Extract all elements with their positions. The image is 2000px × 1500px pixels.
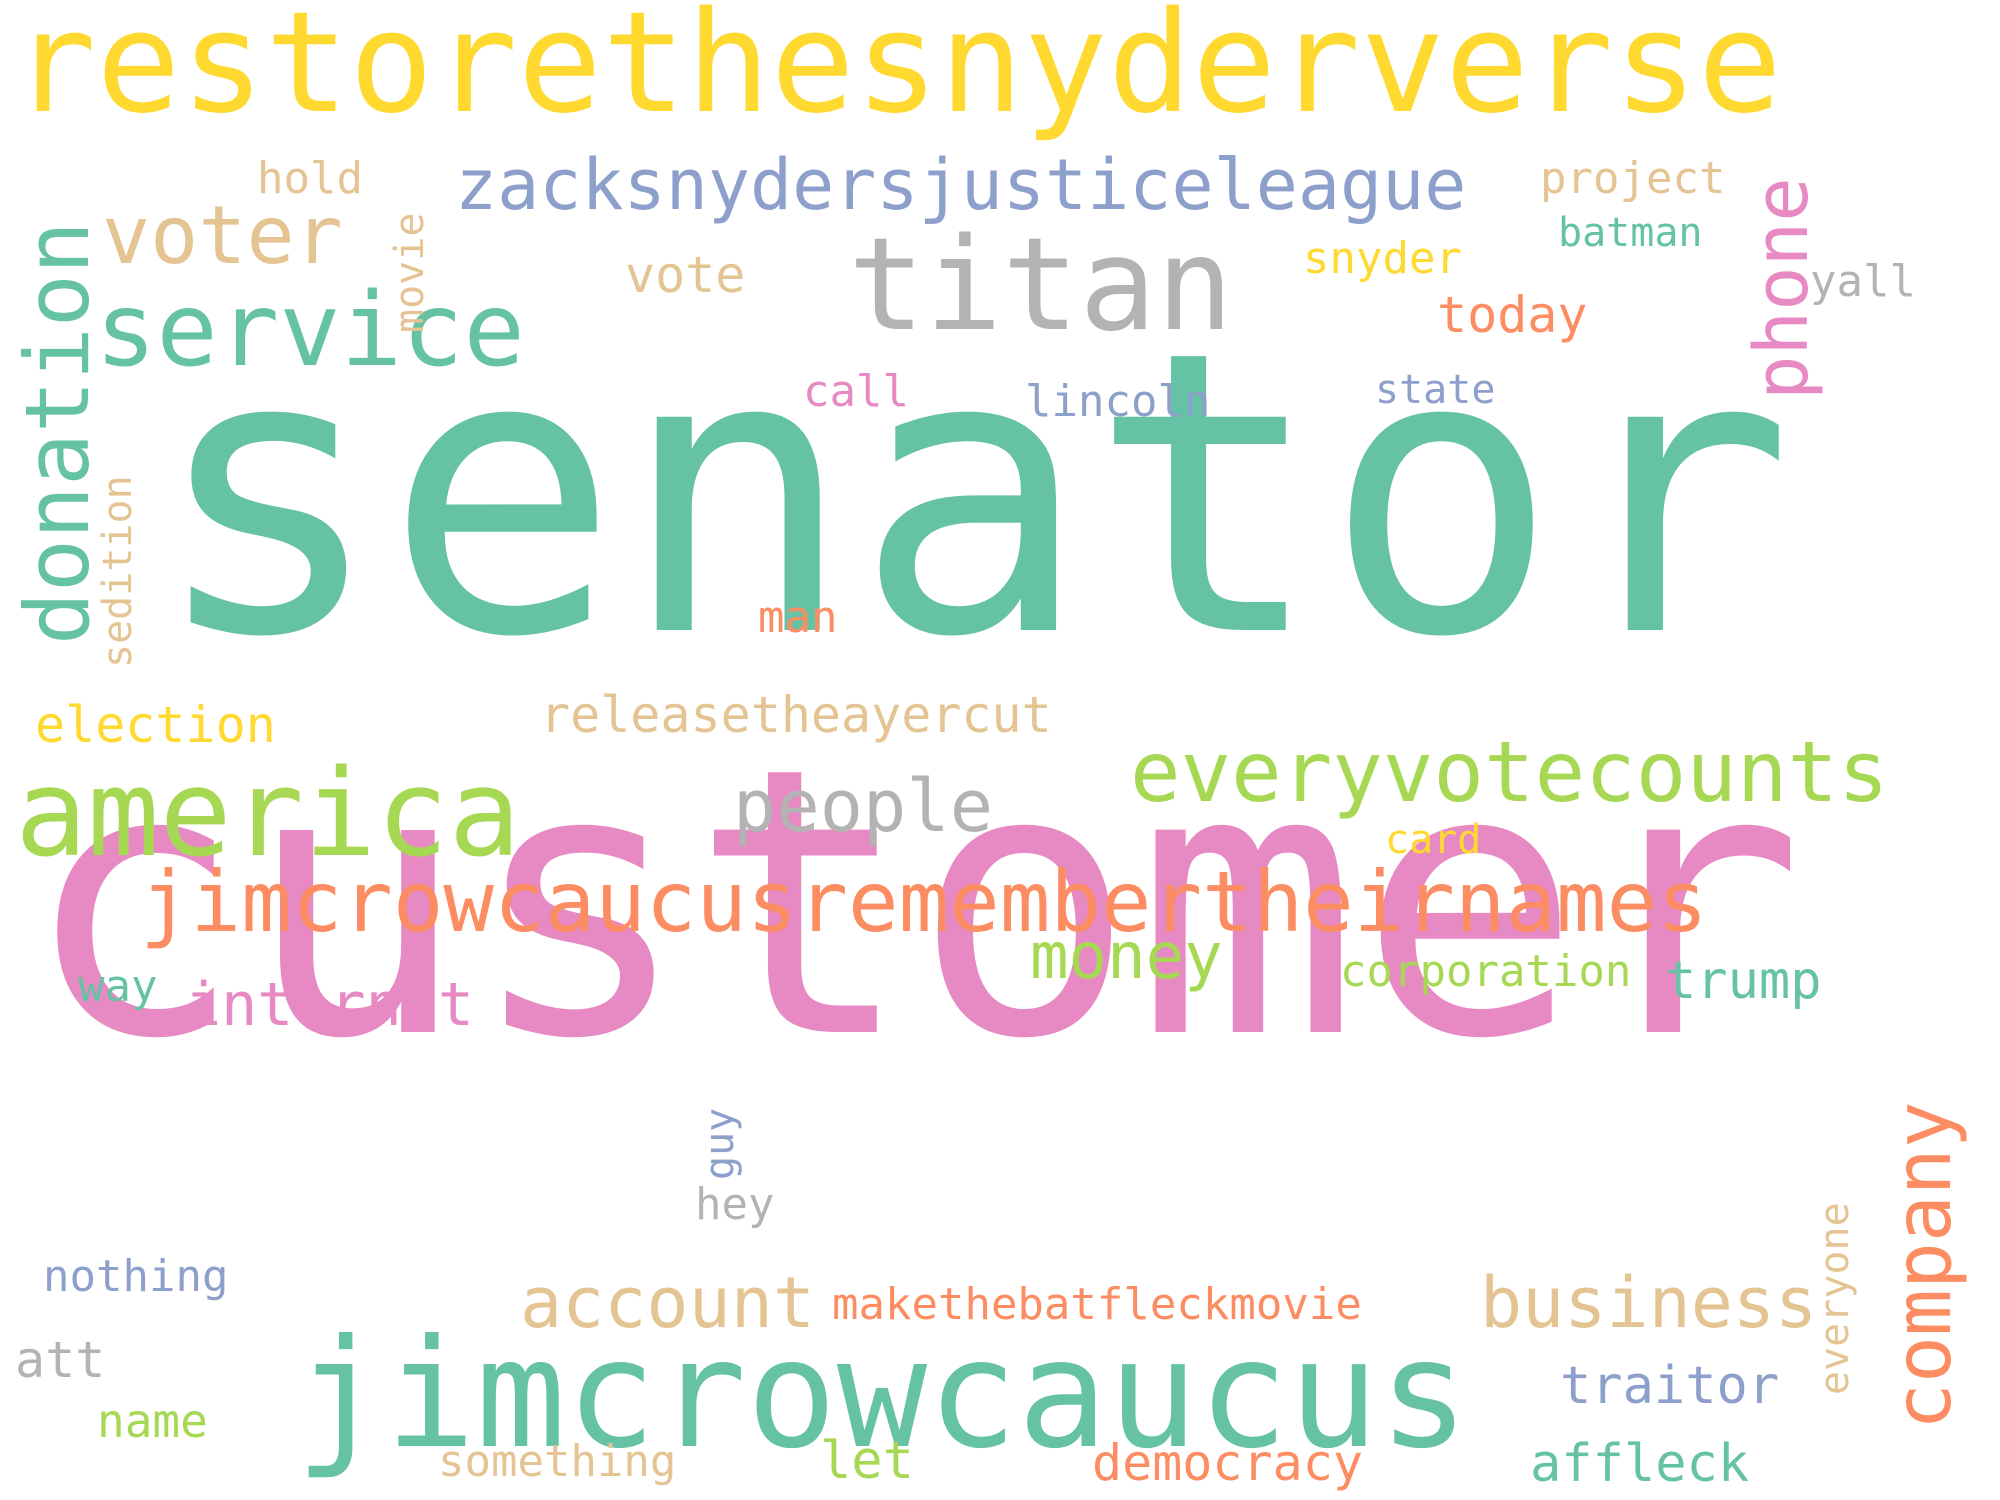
word-restorethesnyderverse: restorethesnyderverse (12, 0, 1783, 145)
word-today: today (1437, 286, 1588, 344)
word-hey: hey (695, 1179, 775, 1230)
word-card: card (1385, 817, 1482, 863)
word-vote: vote (625, 246, 746, 304)
word-election: election (35, 696, 276, 754)
word-let: let (820, 1431, 914, 1491)
word-sedition: sedition (95, 475, 141, 668)
word-zacksnydersjusticeleague: zacksnydersjusticeleague (455, 144, 1467, 226)
word-customer: customer (22, 690, 1805, 1120)
word-name: name (97, 1394, 208, 1448)
word-hold: hold (257, 153, 363, 204)
word-account: account (520, 1262, 816, 1344)
word-guy: guy (697, 1107, 743, 1180)
word-snyder: snyder (1303, 233, 1462, 284)
word-yall: yall (1810, 256, 1916, 307)
word-phone: phone (1739, 177, 1825, 400)
word-project: project (1540, 153, 1726, 204)
word-titan: titan (848, 211, 1234, 360)
word-something: something (438, 1436, 677, 1487)
word-company: company (1879, 1101, 1969, 1430)
word-voter: voter (102, 189, 343, 282)
word-people: people (733, 764, 994, 848)
word-trump: trump (1665, 951, 1822, 1011)
word-man: man (758, 592, 838, 643)
word-everyone: everyone (1812, 1202, 1858, 1395)
word-way: way (78, 961, 158, 1012)
word-batman: batman (1558, 210, 1703, 256)
word-business: business (1480, 1262, 1818, 1344)
word-releasetheayercut: releasetheayercut (540, 686, 1052, 744)
word-democracy: democracy (1092, 1434, 1363, 1492)
word-call: call (803, 366, 909, 417)
word-donation: donation (6, 221, 109, 645)
word-nothing: nothing (43, 1251, 229, 1302)
word-internet: internet (185, 970, 474, 1040)
word-senator: senator (150, 268, 1794, 722)
word-money: money (1030, 920, 1223, 994)
word-traitor: traitor (1560, 1356, 1780, 1416)
word-affleck: affleck (1530, 1434, 1750, 1494)
word-everyvotecounts: everyvotecounts (1130, 723, 1889, 821)
word-state: state (1375, 367, 1496, 413)
word-jimcrowcaucus: jimcrowcaucus (295, 1308, 1469, 1482)
word-lincoln: lincoln (1025, 376, 1211, 427)
word-corporation: corporation (1340, 946, 1632, 997)
word-america: america (15, 745, 521, 884)
word-jimcrowcaucusremembertheirnames: jimcrowcaucusremembertheirnames (140, 853, 1708, 951)
word-service: service (95, 271, 525, 390)
word-makethebatfleckmovie: makethebatfleckmovie (832, 1279, 1362, 1330)
word-movie: movie (387, 212, 433, 333)
word-att: att (15, 1331, 106, 1389)
